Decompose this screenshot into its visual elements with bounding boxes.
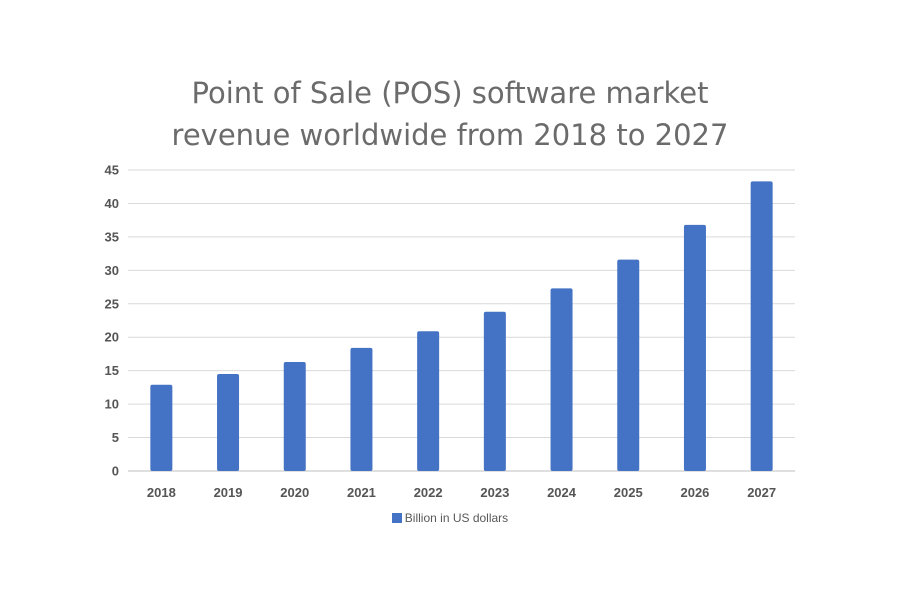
bar (283, 361, 306, 471)
y-tick-label: 20 (105, 330, 119, 345)
x-tick-label: 2019 (214, 485, 243, 500)
bar (350, 347, 373, 471)
y-tick-label: 35 (105, 229, 119, 244)
chart-title: Point of Sale (POS) software market reve… (0, 72, 900, 156)
y-tick-label: 45 (105, 163, 119, 178)
y-tick-label: 25 (105, 296, 119, 311)
bar (750, 181, 773, 472)
x-tick-label: 2021 (347, 485, 376, 500)
x-tick-label: 2022 (414, 485, 443, 500)
legend-swatch (391, 513, 402, 523)
y-tick-label: 40 (105, 196, 119, 211)
y-tick-label: 5 (112, 430, 119, 445)
x-tick-label: 2018 (147, 485, 176, 500)
chart-title-line-2: revenue worldwide from 2018 to 2027 (171, 118, 729, 152)
bar (617, 259, 640, 471)
y-tick-label: 15 (105, 363, 119, 378)
x-tick-label: 2020 (280, 485, 309, 500)
x-tick-label: 2025 (614, 485, 643, 500)
y-tick-label: 10 (105, 397, 119, 412)
bar (217, 374, 240, 471)
y-tick-label: 0 (112, 464, 119, 479)
legend-label: Billion in US dollars (404, 511, 509, 525)
bar (550, 288, 573, 471)
bar (683, 224, 706, 471)
x-tick-label: 2026 (680, 485, 709, 500)
y-tick-label: 30 (105, 263, 119, 278)
x-tick-label: 2023 (480, 485, 509, 500)
legend: Billion in US dollars (0, 511, 900, 525)
bar (483, 311, 506, 471)
x-tick-label: 2027 (747, 485, 776, 500)
bar (417, 331, 440, 471)
chart-title-line-1: Point of Sale (POS) software market (191, 76, 709, 110)
x-tick-label: 2024 (547, 485, 577, 500)
bar (150, 384, 173, 471)
